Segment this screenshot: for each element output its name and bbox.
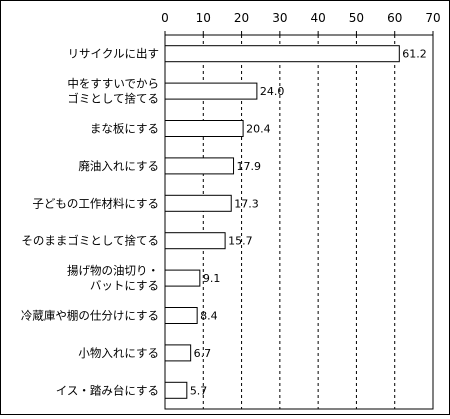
- category-label: そのままゴミとして捨てる: [21, 234, 159, 248]
- category-label: ゴミとして捨てる: [67, 92, 159, 106]
- category-label: 揚げ物の油切り・: [67, 264, 159, 278]
- value-label: 17.3: [234, 197, 259, 210]
- x-tick-label: 60: [387, 11, 402, 25]
- category-label: 冷蔵庫や棚の仕分けにする: [21, 309, 159, 323]
- bar: [164, 344, 192, 362]
- value-labels: 61.2 24.0 20.4 17.9 17.3 15.7 9.1 8.4 6.7 5.7: [190, 48, 427, 398]
- x-tick-label: 30: [272, 11, 287, 25]
- value-label: 24.0: [260, 85, 285, 98]
- value-label: 61.2: [402, 48, 427, 61]
- bar: [164, 82, 258, 100]
- category-label: イス・踏み台にする: [56, 383, 159, 397]
- bar: [164, 381, 188, 399]
- category-label: 子どもの工作材料にする: [32, 196, 159, 210]
- bar: [164, 269, 201, 287]
- category-label: 中をすすいでから: [67, 77, 159, 91]
- bar: [164, 194, 232, 212]
- bar: [164, 157, 235, 175]
- value-label: 9.1: [203, 272, 221, 285]
- value-label: 8.4: [200, 310, 218, 323]
- value-label: 5.7: [190, 384, 208, 397]
- category-label: リサイクルに出す: [68, 47, 159, 61]
- bar: [164, 307, 198, 324]
- x-tick-label: 20: [234, 11, 249, 25]
- value-label: 20.4: [246, 123, 270, 136]
- value-label: 6.7: [194, 347, 212, 360]
- category-labels: リサイクルに出す中をすすいでからゴミとして捨てるまな板にする廃油入れにする子ども…: [21, 47, 159, 398]
- bar: [164, 45, 400, 63]
- axes: [164, 31, 434, 410]
- category-label: まな板にする: [90, 122, 159, 136]
- value-label: 17.9: [237, 160, 262, 173]
- x-tick-label: 0: [161, 11, 169, 25]
- x-tick-label: 10: [196, 11, 211, 25]
- bars: [164, 45, 400, 399]
- category-label: バットにする: [90, 279, 159, 293]
- category-label: 小物入れにする: [78, 346, 159, 360]
- plot-area-border: [164, 34, 434, 410]
- bar: [164, 120, 244, 137]
- category-label: 廃油入れにする: [78, 159, 159, 173]
- x-tick-label: 50: [349, 11, 364, 25]
- x-tick-labels: 0 10 20 30 40 50 60 70: [161, 11, 440, 25]
- bar: [164, 232, 226, 250]
- value-label: 15.7: [228, 235, 253, 248]
- x-tick-label: 70: [425, 11, 440, 25]
- x-tick-label: 40: [311, 11, 326, 25]
